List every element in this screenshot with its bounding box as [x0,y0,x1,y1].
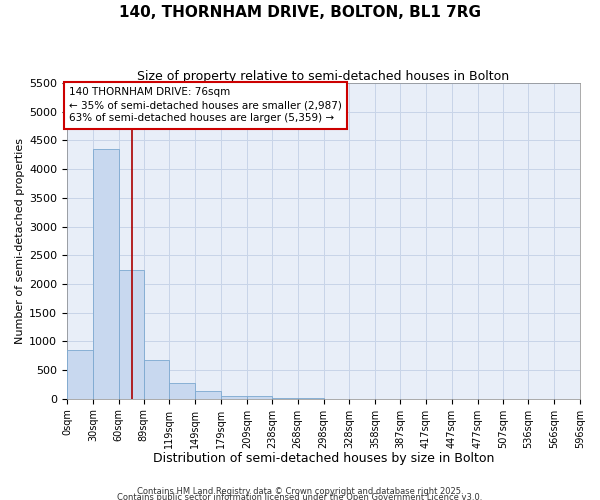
Text: 140 THORNHAM DRIVE: 76sqm
← 35% of semi-detached houses are smaller (2,987)
63% : 140 THORNHAM DRIVE: 76sqm ← 35% of semi-… [69,87,341,124]
Bar [143,360,169,399]
X-axis label: Distribution of semi-detached houses by size in Bolton: Distribution of semi-detached houses by … [153,452,494,465]
Bar [169,383,195,398]
Text: 140, THORNHAM DRIVE, BOLTON, BL1 7RG: 140, THORNHAM DRIVE, BOLTON, BL1 7RG [119,5,481,20]
Bar [119,270,143,398]
Bar [247,396,272,398]
Bar [93,149,119,398]
Bar [67,350,93,399]
Bar [195,392,221,398]
Bar [221,396,247,398]
Text: Contains public sector information licensed under the Open Government Licence v3: Contains public sector information licen… [118,492,482,500]
Text: Contains HM Land Registry data © Crown copyright and database right 2025.: Contains HM Land Registry data © Crown c… [137,486,463,496]
Y-axis label: Number of semi-detached properties: Number of semi-detached properties [15,138,25,344]
Title: Size of property relative to semi-detached houses in Bolton: Size of property relative to semi-detach… [137,70,509,83]
